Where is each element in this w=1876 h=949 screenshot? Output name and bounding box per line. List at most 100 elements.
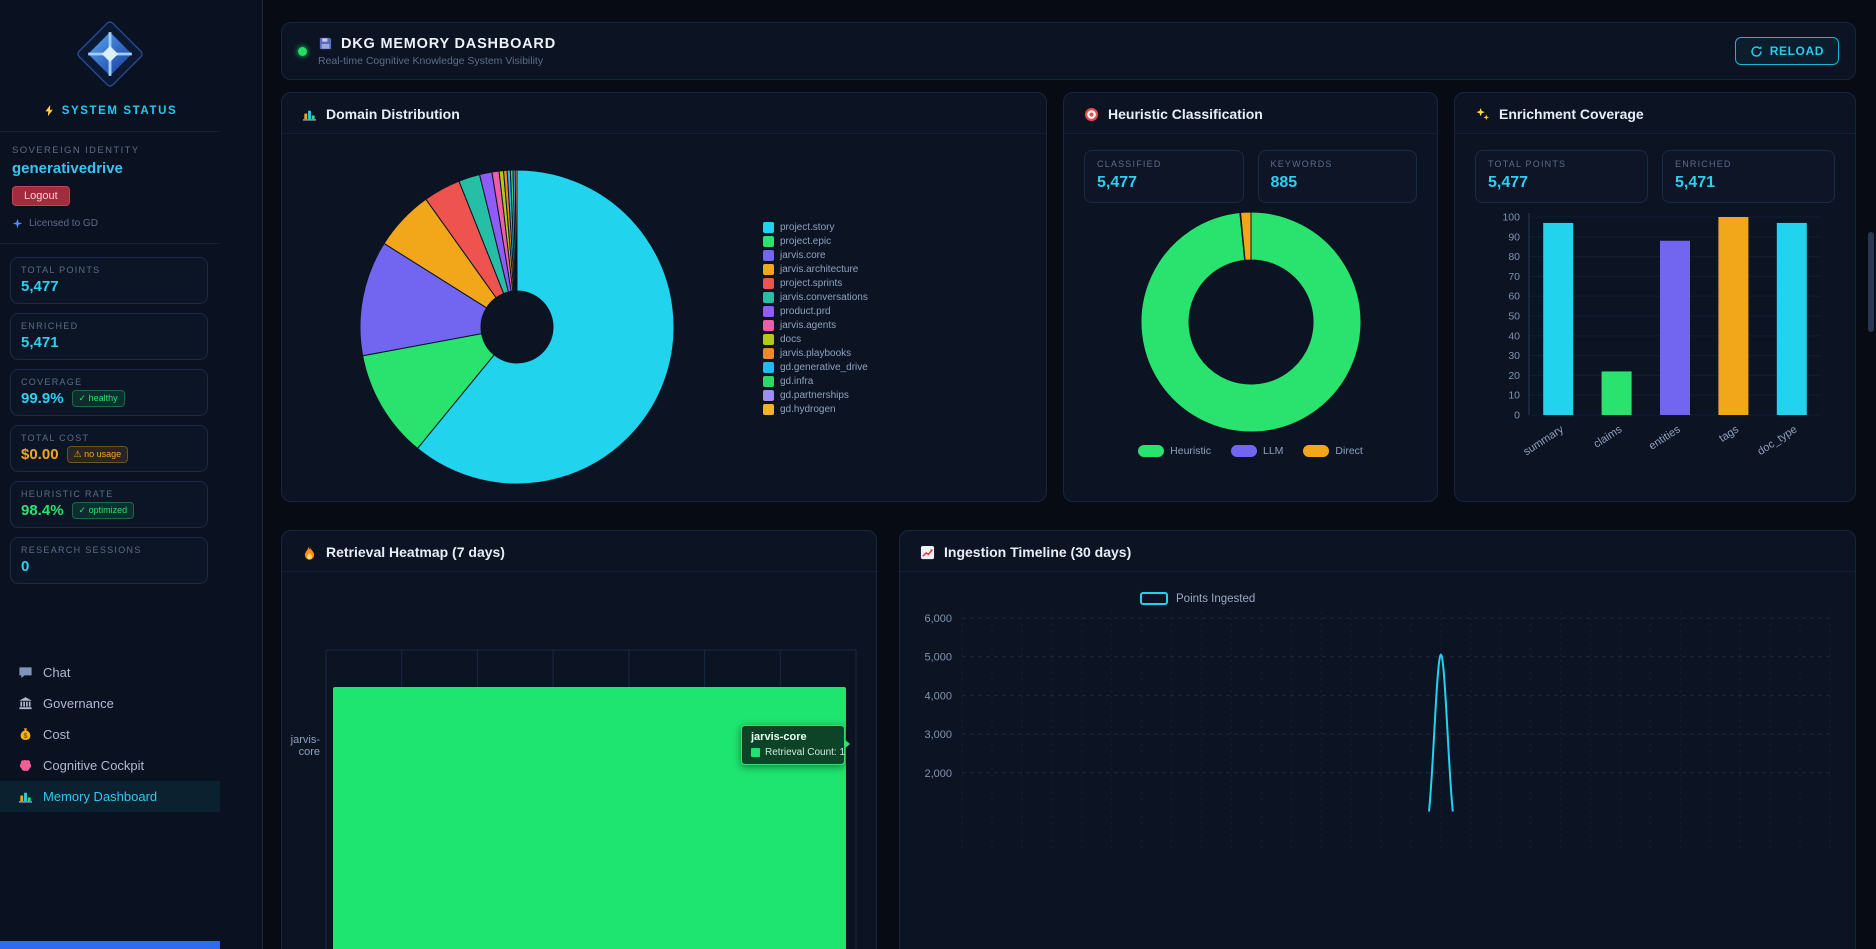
bar-summary[interactable]	[1543, 222, 1574, 415]
bar-entities[interactable]	[1660, 240, 1690, 415]
legend-item-jarvis-agents[interactable]: jarvis.agents	[763, 320, 868, 331]
ingestion-line-chart[interactable]: 2,000 3,000 4,000 5,000 6,000	[900, 606, 1855, 949]
legend-item-heuristic[interactable]: Heuristic	[1138, 445, 1211, 457]
stat-box-classified: CLASSIFIED 5,477	[1084, 150, 1244, 203]
sidebar-item-cost[interactable]: $ Cost	[0, 719, 220, 750]
stat-box-enriched: ENRICHED 5,471	[1662, 150, 1835, 203]
stat-value: 99.9%	[21, 390, 64, 407]
license-note: Licensed to GD	[12, 218, 208, 229]
chat-icon	[18, 665, 33, 680]
tooltip-value: Retrieval Count: 1	[765, 747, 846, 758]
legend-item-jarvis-playbooks[interactable]: jarvis.playbooks	[763, 348, 868, 359]
legend-item-gd-hydrogen[interactable]: gd.hydrogen	[763, 404, 868, 415]
target-icon	[1084, 107, 1099, 122]
sidebar-stat-total-points: TOTAL POINTS 5,477	[10, 257, 208, 304]
status-badge: ✓ healthy	[71, 390, 125, 407]
legend-item-project-epic[interactable]: project.epic	[763, 236, 868, 247]
ingestion-line-series[interactable]	[962, 653, 1830, 850]
cost-icon: $	[18, 727, 33, 742]
legend-item-llm[interactable]: LLM	[1230, 445, 1283, 457]
legend-item-jarvis-architecture[interactable]: jarvis.architecture	[763, 264, 868, 275]
legend-item-project-sprints[interactable]: project.sprints	[763, 278, 868, 289]
svg-text:50: 50	[1508, 311, 1520, 323]
stat-box-keywords: KEYWORDS 885	[1257, 150, 1417, 203]
legend-label: project.epic	[780, 236, 832, 247]
heuristic-donut-chart[interactable]	[1136, 207, 1366, 437]
legend-swatch-icon	[763, 334, 774, 345]
system-status-label: SYSTEM STATUS	[61, 104, 178, 117]
timeline-legend[interactable]: Points Ingested	[1140, 592, 1255, 605]
bar-xlabel-entities: entities	[1647, 423, 1683, 452]
logo-section: SYSTEM STATUS	[0, 0, 220, 132]
nav-item-label: Cognitive Cockpit	[43, 758, 145, 773]
vertical-scrollbar[interactable]	[1868, 232, 1874, 332]
pie-slice-jarvis-core[interactable]	[359, 242, 488, 357]
legend-item-jarvis-core[interactable]: jarvis.core	[763, 250, 868, 261]
tooltip-title: jarvis-core	[751, 731, 807, 743]
legend-label: gd.partnerships	[780, 390, 849, 401]
svg-text:90: 90	[1508, 231, 1520, 243]
reload-button[interactable]: RELOAD	[1734, 37, 1839, 65]
legend-label: jarvis.playbooks	[780, 348, 852, 359]
sidebar-item-chat[interactable]: Chat	[0, 657, 220, 688]
sidebar-stat-research-sessions: RESEARCH SESSIONS 0	[10, 537, 208, 584]
card-title: Retrieval Heatmap (7 days)	[326, 544, 505, 560]
stat-box-value: 885	[1270, 174, 1298, 191]
enrichment-coverage-card: Enrichment Coverage TOTAL POINTS 5,477 ENR…	[1454, 92, 1856, 502]
heuristic-classification-card: Heuristic Classification CLASSIFIED 5,477…	[1063, 92, 1438, 502]
bar-xlabel-claims: claims	[1592, 423, 1625, 450]
stat-box-value: 5,471	[1675, 174, 1716, 191]
stat-label: TOTAL COST	[21, 433, 90, 443]
sidebar-item-memory-dashboard[interactable]: Memory Dashboard	[0, 781, 220, 812]
pie-slice-project-story[interactable]	[416, 169, 675, 485]
domain-pie-chart[interactable]	[347, 157, 687, 497]
svg-text:100: 100	[1502, 212, 1520, 224]
pie-slice-heuristic[interactable]	[1140, 211, 1361, 433]
legend-item-direct[interactable]: Direct	[1303, 445, 1363, 457]
svg-text:20: 20	[1508, 370, 1520, 382]
heatmap-cell-jarvis-core[interactable]	[333, 687, 846, 949]
legend-label: jarvis.architecture	[780, 264, 859, 275]
pie-slice-gd-hydrogen[interactable]	[514, 169, 518, 292]
stat-box-label: ENRICHED	[1675, 159, 1732, 169]
sidebar-stat-total-cost: TOTAL COST $0.00 ⚠ no usage	[10, 425, 208, 472]
ytick-label: 6,000	[924, 613, 952, 625]
legend-item-product-prd[interactable]: product.prd	[763, 306, 868, 317]
pie-slice-project-epic[interactable]	[362, 333, 495, 450]
ytick-label: 3,000	[924, 729, 952, 741]
heuristic-legend: Heuristic LLM Direct	[1064, 445, 1437, 460]
legend-swatch-icon	[763, 348, 774, 359]
legend-swatch-icon	[763, 236, 774, 247]
legend-item-docs[interactable]: docs	[763, 334, 868, 345]
sidebar-item-cognitive-cockpit[interactable]: Cognitive Cockpit	[0, 750, 220, 781]
legend-item-gd-partnerships[interactable]: gd.partnerships	[763, 390, 868, 401]
svg-text:10: 10	[1508, 390, 1520, 402]
retrieval-heatmap-chart[interactable]	[282, 602, 876, 949]
dashboard-header: DKG MEMORY DASHBOARD Real-time Cognitive…	[281, 22, 1856, 80]
bar-doc-type[interactable]	[1776, 222, 1807, 415]
enrichment-stat-boxes: TOTAL POINTS 5,477 ENRICHED 5,471	[1475, 150, 1835, 203]
system-status: SYSTEM STATUS	[0, 92, 220, 131]
pie-slice-direct[interactable]	[1239, 211, 1251, 261]
logout-button[interactable]: Logout	[12, 186, 70, 206]
bar-claims[interactable]	[1601, 371, 1632, 415]
sidebar-stat-enriched: ENRICHED 5,471	[10, 313, 208, 360]
legend-item-gd-generative-drive[interactable]: gd.generative_drive	[763, 362, 868, 373]
sidebar-item-governance[interactable]: Governance	[0, 688, 220, 719]
page-subtitle: Real-time Cognitive Knowledge System Vis…	[318, 54, 544, 67]
legend-item-gd-infra[interactable]: gd.infra	[763, 376, 868, 387]
trend-icon	[920, 545, 935, 560]
legend-label: jarvis.conversations	[780, 292, 868, 303]
bar-tags[interactable]	[1718, 217, 1749, 415]
status-badge: ✓ optimized	[71, 502, 135, 519]
legend-swatch-icon	[763, 250, 774, 261]
legend-item-jarvis-conversations[interactable]: jarvis.conversations	[763, 292, 868, 303]
svg-text:0: 0	[1514, 410, 1520, 422]
legend-swatch-icon	[763, 320, 774, 331]
stat-box-value: 5,477	[1488, 174, 1529, 191]
legend-label: jarvis.core	[780, 250, 826, 261]
legend-item-project-story[interactable]: project.story	[763, 222, 868, 233]
enrichment-bar-chart[interactable]: 0 10 20 30 40 50 60 70 80 90 100 summary claims entit…	[1455, 203, 1855, 479]
nav-item-label: Memory Dashboard	[43, 789, 158, 804]
legend-label: gd.hydrogen	[780, 404, 836, 415]
